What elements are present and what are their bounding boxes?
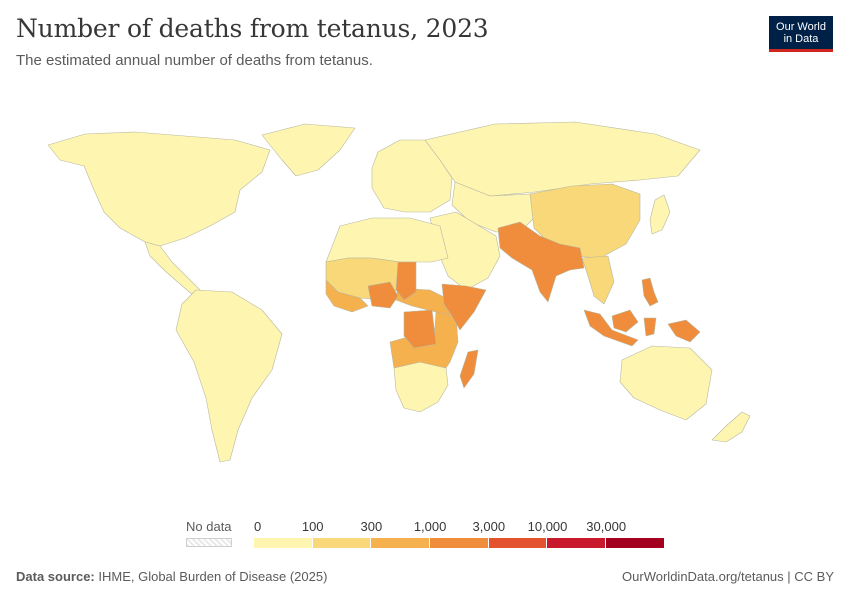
region-russia[interactable] bbox=[424, 121, 701, 197]
region-madagascar[interactable] bbox=[459, 349, 479, 389]
chart-title: Number of deaths from tetanus, 2023 bbox=[16, 14, 489, 43]
region-dr-congo[interactable] bbox=[403, 309, 437, 349]
legend-bin bbox=[547, 538, 607, 548]
region-nigeria[interactable] bbox=[367, 281, 399, 309]
region-indonesia[interactable] bbox=[583, 309, 657, 347]
region-southern-africa[interactable] bbox=[393, 361, 449, 413]
world-map[interactable] bbox=[0, 100, 850, 500]
legend-tick-label: 100 bbox=[301, 519, 324, 534]
legend-bins bbox=[254, 538, 665, 548]
data-source-label: Data source: bbox=[16, 569, 95, 584]
legend-tick-label: 10,000 bbox=[527, 519, 568, 534]
data-source: Data source: IHME, Global Burden of Dise… bbox=[16, 569, 327, 584]
region-japan[interactable] bbox=[649, 194, 671, 235]
legend-bin bbox=[606, 538, 665, 548]
region-coastal-west-africa[interactable] bbox=[325, 279, 369, 313]
owid-url-link[interactable]: OurWorldinData.org/tetanus | CC BY bbox=[622, 569, 834, 584]
legend-bin bbox=[312, 538, 372, 548]
legend-bin bbox=[488, 538, 548, 548]
region-north-america[interactable] bbox=[47, 131, 271, 247]
region-middle-east[interactable] bbox=[429, 211, 501, 291]
legend-tick-label: 0 bbox=[254, 519, 262, 534]
logo-text-line2: in Data bbox=[783, 32, 819, 45]
logo-text-line1: Our World bbox=[776, 20, 826, 33]
legend-tick-label: 1,000 bbox=[413, 519, 447, 534]
region-indochina[interactable] bbox=[581, 255, 615, 305]
region-north-africa[interactable] bbox=[325, 217, 449, 263]
region-europe[interactable] bbox=[371, 139, 453, 213]
region-chad[interactable] bbox=[395, 261, 417, 301]
legend-bin bbox=[371, 538, 431, 548]
legend-bin bbox=[254, 538, 313, 548]
legend-tick-label: 300 bbox=[360, 519, 383, 534]
chart-subtitle: The estimated annual number of deaths fr… bbox=[16, 52, 373, 69]
region-south-america[interactable] bbox=[175, 289, 283, 463]
color-legend: No data 0 100 300 1,000 3,000 10,000 30,000 bbox=[0, 512, 850, 552]
region-greenland[interactable] bbox=[261, 123, 356, 177]
region-new-zealand[interactable] bbox=[711, 411, 751, 443]
region-philippines[interactable] bbox=[641, 277, 659, 307]
legend-tick-label: 30,000 bbox=[586, 519, 627, 534]
region-ethiopia-somalia[interactable] bbox=[441, 283, 487, 331]
region-central-america[interactable] bbox=[144, 241, 201, 297]
data-source-text: IHME, Global Burden of Disease (2025) bbox=[98, 569, 328, 584]
legend-bin bbox=[430, 538, 489, 548]
legend-no-data-swatch bbox=[186, 538, 232, 547]
region-australia[interactable] bbox=[619, 345, 713, 421]
legend-no-data-label: No data bbox=[186, 519, 232, 534]
legend-arrow bbox=[657, 538, 664, 548]
region-south-asia[interactable] bbox=[497, 221, 585, 303]
owid-logo[interactable]: Our World in Data bbox=[769, 16, 833, 52]
region-new-guinea[interactable] bbox=[667, 319, 701, 343]
legend-tick-label: 3,000 bbox=[472, 519, 506, 534]
